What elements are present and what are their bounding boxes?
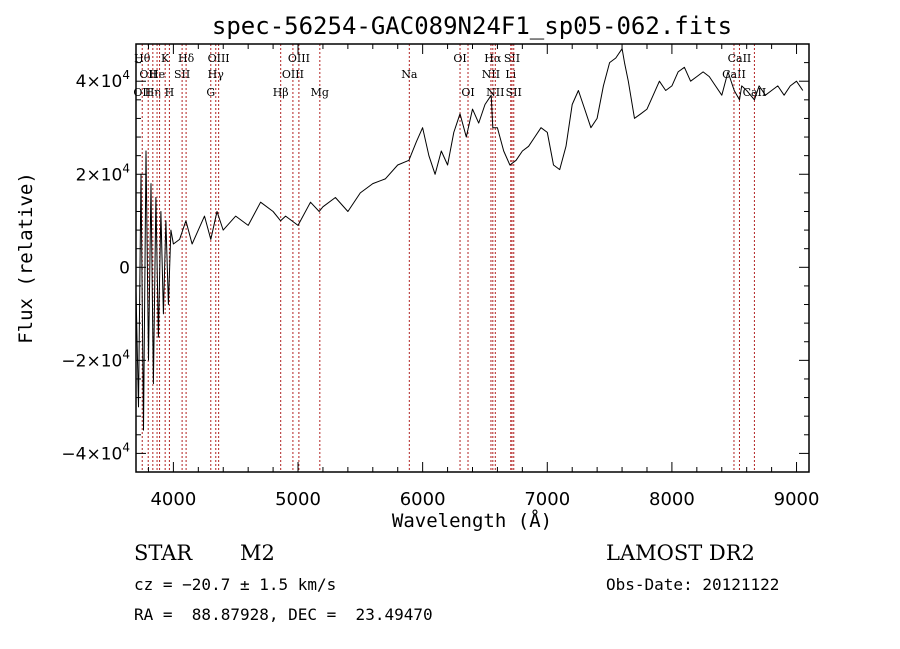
object-subclass: M2 xyxy=(240,541,275,565)
line-marker-label: OIII xyxy=(282,68,304,81)
line-marker-label: OI xyxy=(461,86,474,99)
line-marker-label: Hγ xyxy=(208,68,225,81)
y-axis: −4×104 −2×104 0 2×104 4×104 xyxy=(61,62,809,464)
x-tick-label: 5000 xyxy=(275,489,321,510)
y-tick-label: −2×104 xyxy=(61,347,130,371)
line-marker-label: K xyxy=(161,52,170,65)
series-layer xyxy=(135,48,804,431)
line-marker-label: OIII xyxy=(288,52,310,65)
y-axis-label: Flux (relative) xyxy=(15,172,37,344)
x-tick-label: 9000 xyxy=(774,489,820,510)
line-marker-label: OI xyxy=(453,52,466,65)
x-tick-label: 8000 xyxy=(649,489,695,510)
line-markers: HθOIIOIIHηHeKHSIIHδGHγOIIIHβOIIIOIIIMgNa… xyxy=(133,44,766,472)
line-marker-label: Mg xyxy=(311,86,329,99)
line-marker-label: G xyxy=(206,86,215,99)
x-tick-label: 4000 xyxy=(150,489,196,510)
line-marker-label: NII xyxy=(486,86,504,99)
x-tick-label: 6000 xyxy=(400,489,446,510)
line-marker-label: SII xyxy=(506,86,522,99)
y-tick-label: 0 xyxy=(119,258,130,278)
line-marker-label: Na xyxy=(401,68,418,81)
x-axis-label: Wavelength (Å) xyxy=(392,509,552,532)
chart-title: spec-56254-GAC089N24F1_sp05-062.fits xyxy=(212,12,732,40)
line-marker-label: OIII xyxy=(208,52,230,65)
redshift-text: cz = −20.7 ± 1.5 km/s xyxy=(134,575,336,594)
line-marker-label: SII xyxy=(174,68,190,81)
obs-date-text: Obs-Date: 20121122 xyxy=(606,575,779,594)
line-marker-label: Hθ xyxy=(134,52,151,65)
coordinates-text: RA = 88.87928, DEC = 23.49470 xyxy=(134,605,433,624)
line-marker-label: NII xyxy=(482,68,500,81)
y-tick-label: 4×104 xyxy=(76,68,130,92)
line-marker-label: Hα xyxy=(484,52,502,65)
line-marker-label: Hδ xyxy=(178,52,195,65)
line-marker-label: Li xyxy=(505,68,516,81)
line-marker-label: He xyxy=(149,68,165,81)
line-marker-label: SII xyxy=(504,52,520,65)
line-marker-label: CaII xyxy=(743,86,767,99)
line-marker-label: CaII xyxy=(728,52,752,65)
line-marker-label: H xyxy=(165,86,175,99)
line-marker-label: Hη xyxy=(145,86,161,99)
x-tick-label: 7000 xyxy=(524,489,570,510)
y-tick-label: 2×104 xyxy=(76,161,130,185)
object-class: STAR xyxy=(134,541,193,565)
line-marker-label: OII xyxy=(133,86,151,99)
x-axis: 4000 5000 6000 7000 8000 9000 xyxy=(147,44,820,510)
spectrum-line xyxy=(135,48,804,431)
line-marker-label: Hβ xyxy=(273,86,289,99)
survey-name: LAMOST DR2 xyxy=(606,541,755,565)
y-tick-label: −4×104 xyxy=(61,440,130,464)
plot-frame xyxy=(135,43,810,473)
